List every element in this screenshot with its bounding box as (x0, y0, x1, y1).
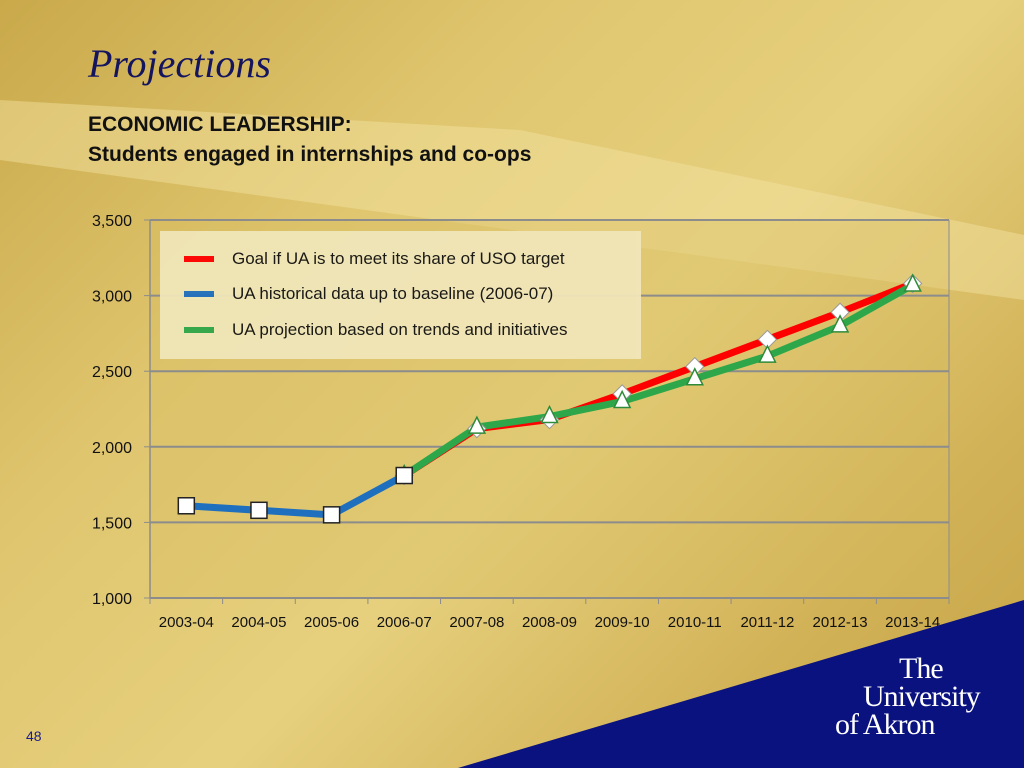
legend-label-projection: UA projection based on trends and initia… (232, 320, 568, 339)
x-tick-label: 2012-13 (813, 614, 868, 631)
legend-swatch-historical (184, 291, 214, 297)
y-tick-label: 3,500 (92, 213, 132, 230)
y-tick-label: 2,000 (92, 440, 132, 457)
legend-item-goal: Goal if UA is to meet its share of USO t… (184, 244, 565, 274)
historical-marker-square (395, 466, 413, 485)
slide-title: Projections (88, 41, 271, 86)
subtitle-line-1: ECONOMIC LEADERSHIP: (88, 113, 352, 136)
x-tick-label: 2013-14 (885, 614, 940, 631)
legend-item-projection: UA projection based on trends and initia… (184, 315, 567, 345)
x-tick-label: 2010-11 (668, 614, 722, 631)
projection-marker-triangle (758, 344, 777, 363)
y-tick-label: 1,000 (92, 591, 132, 608)
page-number: 48 (26, 728, 42, 744)
subtitle-line-2: Students engaged in internships and co-o… (88, 143, 532, 166)
legend-swatch-goal (184, 256, 214, 262)
logo-line-2: University (863, 680, 981, 713)
historical-marker-square (322, 506, 341, 524)
projection-marker-triangle (903, 273, 922, 292)
legend-label-goal: Goal if UA is to meet its share of USO t… (232, 249, 565, 268)
projection-marker-triangle (467, 415, 487, 434)
projection-marker-triangle (830, 314, 850, 333)
projection-marker-triangle (540, 404, 559, 424)
chart-subtitle: ECONOMIC LEADERSHIP: Students engaged in… (88, 110, 531, 170)
x-tick-label: 2007-08 (449, 614, 504, 631)
historical-marker-square (250, 501, 268, 520)
y-tick-label: 3,000 (92, 289, 132, 306)
x-tick-label: 2011-12 (740, 614, 794, 631)
chart-legend: Goal if UA is to meet its share of USO t… (160, 231, 641, 359)
logo-line-3: of Akron (835, 708, 935, 741)
x-tick-label: 2004-05 (231, 614, 286, 631)
series-historical-line (186, 472, 406, 519)
x-tick-label: 2005-06 (304, 614, 359, 631)
logo-line-1: The (899, 652, 944, 685)
university-logo: The University of Akron (835, 650, 1010, 741)
x-tick-label: 2006-07 (377, 614, 432, 631)
legend-item-historical: UA historical data up to baseline (2006-… (184, 279, 553, 309)
projection-marker-triangle (612, 389, 632, 409)
x-tick-label: 2008-09 (522, 614, 577, 631)
series-projection-line (402, 281, 915, 479)
y-tick-label: 2,500 (92, 364, 132, 381)
legend-label-historical: UA historical data up to baseline (2006-… (232, 284, 554, 303)
historical-marker-square (177, 497, 196, 515)
x-tick-label: 2009-10 (595, 614, 650, 631)
y-tick-label: 1,500 (92, 515, 132, 532)
x-tick-label: 2003-04 (159, 614, 214, 631)
projection-marker-triangle (685, 367, 704, 386)
legend-swatch-projection (184, 327, 214, 333)
